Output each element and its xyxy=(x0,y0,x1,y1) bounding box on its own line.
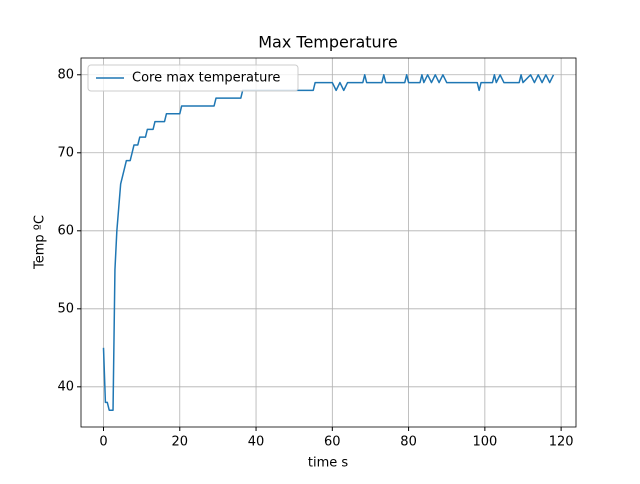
chart-title: Max Temperature xyxy=(258,33,398,52)
x-axis-label: time s xyxy=(308,456,349,471)
y-axis-label: Temp ºC xyxy=(33,215,48,270)
legend-box xyxy=(87,64,299,92)
data-line xyxy=(102,74,555,411)
axes-frame xyxy=(80,57,577,428)
x-tick-label: 40 xyxy=(248,435,265,450)
x-tick-label: 100 xyxy=(472,435,497,450)
y-tick-label: 50 xyxy=(57,301,74,316)
x-tick-label: 80 xyxy=(400,435,417,450)
x-tick-label: 20 xyxy=(171,435,188,450)
y-tick-label: 80 xyxy=(57,67,74,82)
x-tick-label: 120 xyxy=(549,435,574,450)
x-tick-label: 60 xyxy=(324,435,341,450)
y-tick-label: 70 xyxy=(57,145,74,160)
x-tick-label: 0 xyxy=(99,435,107,450)
y-tick-label: 60 xyxy=(57,223,74,238)
legend-label: Core max temperature xyxy=(132,71,280,86)
y-tick-label: 40 xyxy=(57,379,74,394)
